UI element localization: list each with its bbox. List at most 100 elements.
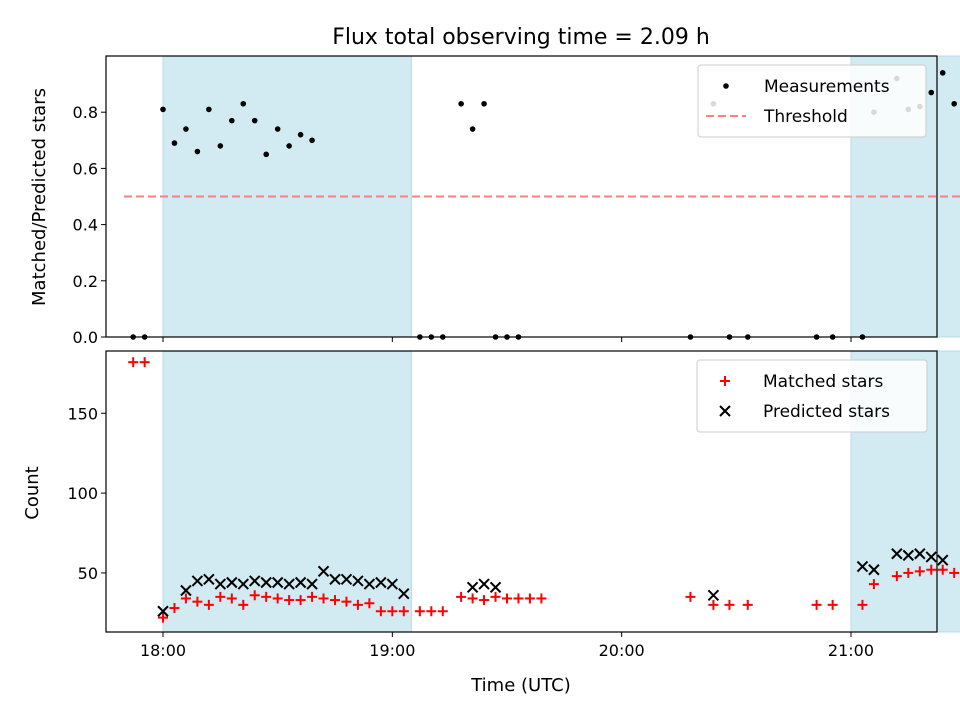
matched-star-point-2 [158, 612, 168, 623]
predicted-star-point-3 [203, 573, 215, 586]
matched-star-point-15 [307, 591, 318, 602]
bottom-legend-box [696, 359, 928, 433]
matched-star-point-33 [524, 593, 535, 604]
matched-star-point-20 [364, 598, 375, 609]
measurement-point-15 [309, 137, 315, 144]
predicted-star-point-24 [707, 589, 720, 601]
predicted-star-point-12 [306, 578, 318, 590]
matched-star-point-10 [249, 590, 260, 601]
matched-star-point-23 [398, 606, 409, 617]
measurement-point-27 [458, 100, 464, 107]
predicted-star-point-15 [340, 573, 353, 586]
x-tick-label-3: 21:00 [828, 641, 874, 660]
x-tick-label-0: 18:00 [140, 641, 186, 660]
bottom-y-tick-label-0: 50 [78, 564, 98, 583]
x-tick-label-2: 20:00 [599, 641, 645, 660]
predicted-star-point-11 [294, 576, 307, 589]
top-panel: 0.00.20.40.60.8 Matched/Predicted stars … [29, 55, 960, 347]
predicted-star-point-6 [237, 578, 249, 590]
measurement-point-9 [240, 100, 247, 107]
matched-star-point-5 [192, 596, 203, 607]
measurement-point-6 [206, 106, 212, 113]
bottom-legend-swatch-0 [720, 376, 730, 386]
matched-star-point-7 [215, 591, 226, 602]
predicted-star-point-10 [283, 578, 295, 590]
predicted-star-point-18 [375, 576, 387, 589]
top-legend-label-1: Threshold [763, 107, 848, 127]
top-panel-frame [105, 55, 938, 338]
bottom-y-tick-label-2: 150 [67, 404, 98, 423]
bottom-legend-label-1: Predicted stars [763, 402, 890, 422]
matched-star-point-30 [490, 591, 501, 602]
predicted-star-point-25 [856, 560, 869, 573]
top-y-axis-label: Matched/Predicted stars [29, 88, 50, 306]
predicted-star-point-22 [478, 578, 490, 590]
matched-star-point-48 [949, 567, 960, 578]
top-legend-label-0: Measurements [764, 77, 890, 97]
matched-star-point-27 [456, 591, 467, 602]
predicted-star-point-19 [386, 578, 399, 590]
top-x-ticks [162, 337, 852, 342]
measurement-point-14 [297, 131, 304, 138]
predicted-star-point-9 [271, 576, 284, 589]
predicted-star-point-31 [937, 554, 949, 566]
matched-star-point-39 [811, 599, 822, 610]
predicted-star-point-7 [249, 575, 261, 587]
matched-star-point-12 [272, 593, 283, 604]
bottom-legend-swatch-1 [719, 405, 731, 417]
matched-star-point-9 [238, 599, 249, 610]
top-y-tick-label-3: 0.6 [73, 159, 98, 178]
predicted-star-point-1 [180, 584, 192, 597]
measurement-point-2 [160, 106, 166, 113]
predicted-star-point-5 [226, 576, 238, 589]
chart-title: Flux total observing time = 2.09 h [332, 25, 710, 50]
predicted-star-point-23 [489, 581, 502, 594]
predicted-star-point-21 [466, 581, 479, 594]
matched-star-point-17 [329, 595, 340, 606]
bottom-count-points [128, 357, 960, 623]
matched-star-point-4 [180, 593, 191, 604]
matched-star-point-0 [128, 357, 139, 368]
matched-star-point-29 [479, 595, 490, 606]
bottom-shaded-interval-0 [162, 350, 412, 633]
matched-star-point-18 [341, 596, 352, 607]
predicted-star-point-13 [317, 565, 330, 578]
predicted-star-point-26 [868, 564, 880, 576]
x-tick-label-1: 19:00 [369, 641, 415, 660]
predicted-star-point-27 [891, 548, 903, 560]
bottom-y-tick-label-1: 100 [67, 484, 98, 503]
matched-star-point-16 [318, 593, 329, 604]
matched-star-point-35 [685, 591, 696, 602]
bottom-legend-label-0: Matched stars [763, 372, 883, 392]
measurement-point-12 [274, 126, 281, 132]
top-legend-box [697, 64, 927, 138]
measurement-point-46 [928, 89, 935, 96]
predicted-star-point-29 [914, 548, 926, 560]
bottom-legend: Matched stars Predicted stars [696, 359, 928, 433]
top-y-ticks: 0.0 0.2 0.4 0.6 0.8 [73, 103, 106, 347]
matched-star-point-38 [742, 599, 753, 610]
matched-star-point-14 [295, 595, 306, 606]
matched-star-point-3 [169, 603, 180, 614]
measurement-point-48 [951, 100, 957, 107]
matched-star-point-44 [903, 567, 914, 578]
bottom-panel-frame [105, 350, 938, 633]
top-y-tick-label-0: 0.0 [73, 328, 98, 347]
matched-star-point-41 [857, 599, 868, 610]
predicted-star-point-8 [260, 576, 272, 589]
matched-star-point-25 [426, 606, 437, 617]
predicted-star-point-30 [925, 551, 937, 563]
top-legend-swatch-0 [723, 83, 729, 89]
bottom-y-ticks: 50 100 150 [67, 404, 106, 583]
measurement-point-47 [939, 70, 946, 76]
matched-star-point-21 [375, 606, 386, 617]
measurement-point-3 [171, 140, 178, 146]
matched-star-point-31 [501, 593, 512, 604]
predicted-star-point-2 [191, 575, 204, 587]
matched-star-point-19 [352, 599, 363, 610]
measurement-point-4 [183, 126, 189, 132]
predicted-star-point-28 [902, 549, 915, 562]
measurement-point-7 [217, 143, 224, 149]
